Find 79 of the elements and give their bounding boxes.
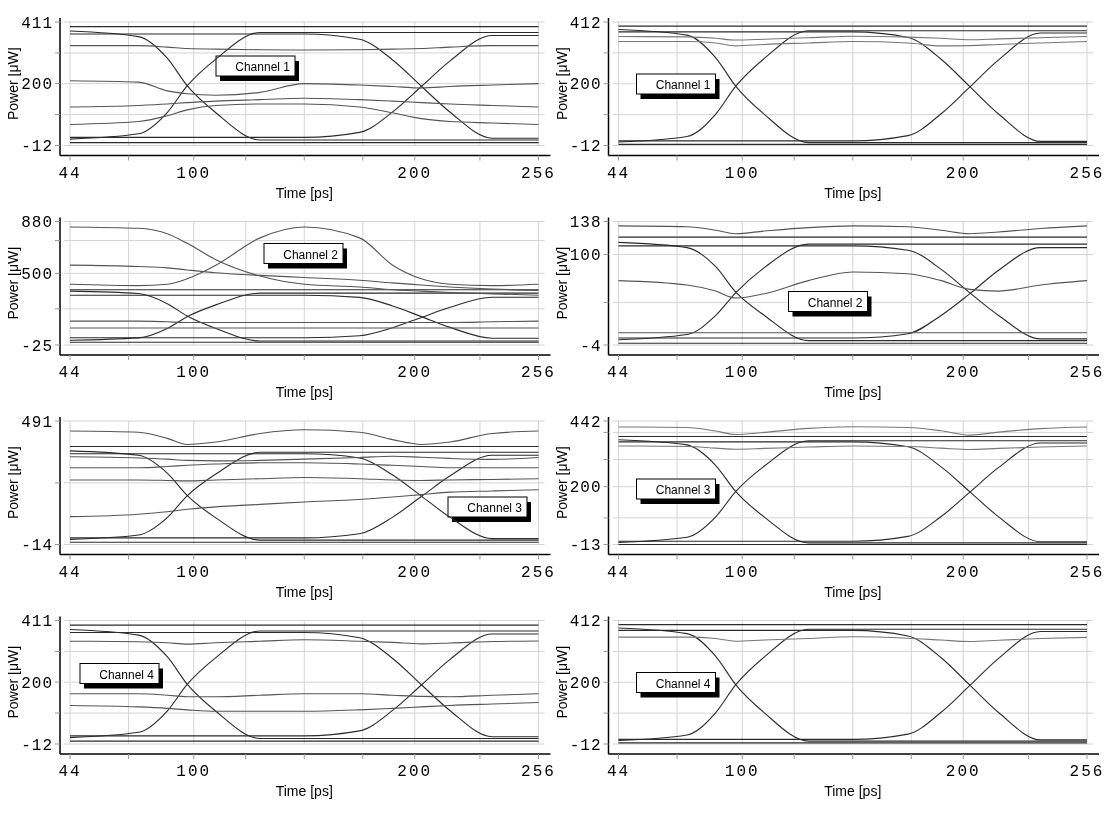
- x-tick-label: 200: [945, 563, 981, 582]
- x-tick-label: 44: [58, 364, 82, 382]
- x-tick-label: 200: [397, 763, 433, 781]
- x-tick-label: 100: [176, 364, 212, 382]
- x-tick-label: 256: [521, 563, 556, 582]
- annotation: Channel 1: [235, 60, 291, 74]
- x-axis-title: Time [ps]: [275, 583, 333, 600]
- x-axis-title: Time [ps]: [824, 783, 882, 799]
- x-tick-label: 256: [1069, 364, 1105, 382]
- x-tick-label: 100: [176, 763, 212, 781]
- y-tick-label: -12: [21, 736, 53, 755]
- x-tick-label: 256: [521, 364, 556, 382]
- x-axis-title: Time [ps]: [824, 384, 882, 400]
- y-tick-label: 500: [21, 265, 53, 284]
- annotation: Channel 4: [655, 676, 711, 691]
- x-tick-label: 100: [724, 364, 760, 382]
- x-tick-label: 100: [724, 563, 760, 582]
- x-tick-label: 200: [945, 164, 981, 183]
- x-tick-label: 100: [724, 763, 760, 781]
- y-tick-label: -4: [580, 337, 602, 356]
- y-tick-label: 138: [569, 214, 602, 233]
- x-tick-label: 200: [397, 164, 433, 183]
- x-axis-title: Time [ps]: [275, 384, 333, 400]
- annotation: Channel 3: [655, 483, 711, 497]
- y-tick-label: -12: [569, 138, 602, 157]
- y-tick-label: -13: [569, 537, 602, 556]
- x-tick-label: 200: [397, 364, 433, 382]
- x-tick-label: 256: [1069, 763, 1105, 781]
- x-tick-label: 200: [945, 364, 981, 382]
- y-tick-label: 412: [569, 613, 602, 632]
- y-tick-label: 411: [21, 613, 53, 632]
- y-axis-title: Power [μW]: [553, 246, 570, 320]
- y-axis-title: Power [μW]: [5, 645, 21, 719]
- x-tick-label: 256: [521, 164, 556, 183]
- x-axis-title: Time [ps]: [275, 184, 333, 201]
- y-tick-label: 200: [21, 76, 53, 95]
- x-tick-label: 100: [176, 563, 212, 582]
- y-tick-label: 200: [569, 479, 602, 498]
- annotation: Channel 3: [467, 501, 523, 515]
- y-tick-label: 200: [569, 674, 602, 693]
- x-tick-label: 200: [397, 563, 433, 582]
- y-tick-label: -14: [21, 537, 53, 556]
- x-tick-label: 44: [606, 563, 631, 582]
- x-tick-label: 44: [606, 364, 631, 382]
- y-tick-label: 200: [21, 674, 53, 693]
- y-tick-label: 411: [21, 14, 53, 33]
- y-tick-label: -12: [569, 736, 602, 755]
- y-tick-label: -12: [21, 138, 53, 157]
- y-axis-title: Power [μW]: [5, 47, 21, 121]
- y-tick-label: 412: [569, 14, 602, 33]
- x-tick-label: 44: [606, 763, 631, 781]
- x-tick-label: 100: [176, 164, 212, 183]
- y-tick-label: 880: [21, 214, 53, 233]
- annotation: Channel 2: [283, 247, 339, 262]
- x-tick-label: 44: [58, 164, 82, 183]
- x-axis-title: Time [ps]: [824, 184, 882, 201]
- annotation: Channel 1: [655, 78, 711, 92]
- y-axis-title: Power [μW]: [5, 246, 21, 320]
- y-axis-title: Power [μW]: [553, 645, 570, 719]
- x-axis-title: Time [ps]: [275, 783, 333, 799]
- annotation: Channel 4: [99, 667, 155, 682]
- y-tick-label: 100: [569, 247, 602, 266]
- x-axis-title: Time [ps]: [824, 583, 882, 600]
- x-tick-label: 256: [1069, 164, 1105, 183]
- y-axis-title: Power [μW]: [5, 446, 21, 520]
- x-tick-label: 256: [1069, 563, 1105, 582]
- x-tick-label: 200: [945, 763, 981, 781]
- y-tick-label: 200: [569, 76, 602, 95]
- x-tick-label: 256: [521, 763, 556, 781]
- x-tick-label: 100: [724, 164, 760, 183]
- annotation: Channel 2: [807, 295, 863, 310]
- y-tick-label: 442: [569, 413, 602, 432]
- y-tick-label: 491: [21, 413, 53, 432]
- y-axis-title: Power [μW]: [553, 446, 570, 520]
- y-axis-title: Power [μW]: [553, 47, 570, 121]
- x-tick-label: 44: [606, 164, 631, 183]
- x-tick-label: 44: [58, 763, 82, 781]
- x-tick-label: 44: [58, 563, 82, 582]
- y-tick-label: -25: [21, 337, 53, 356]
